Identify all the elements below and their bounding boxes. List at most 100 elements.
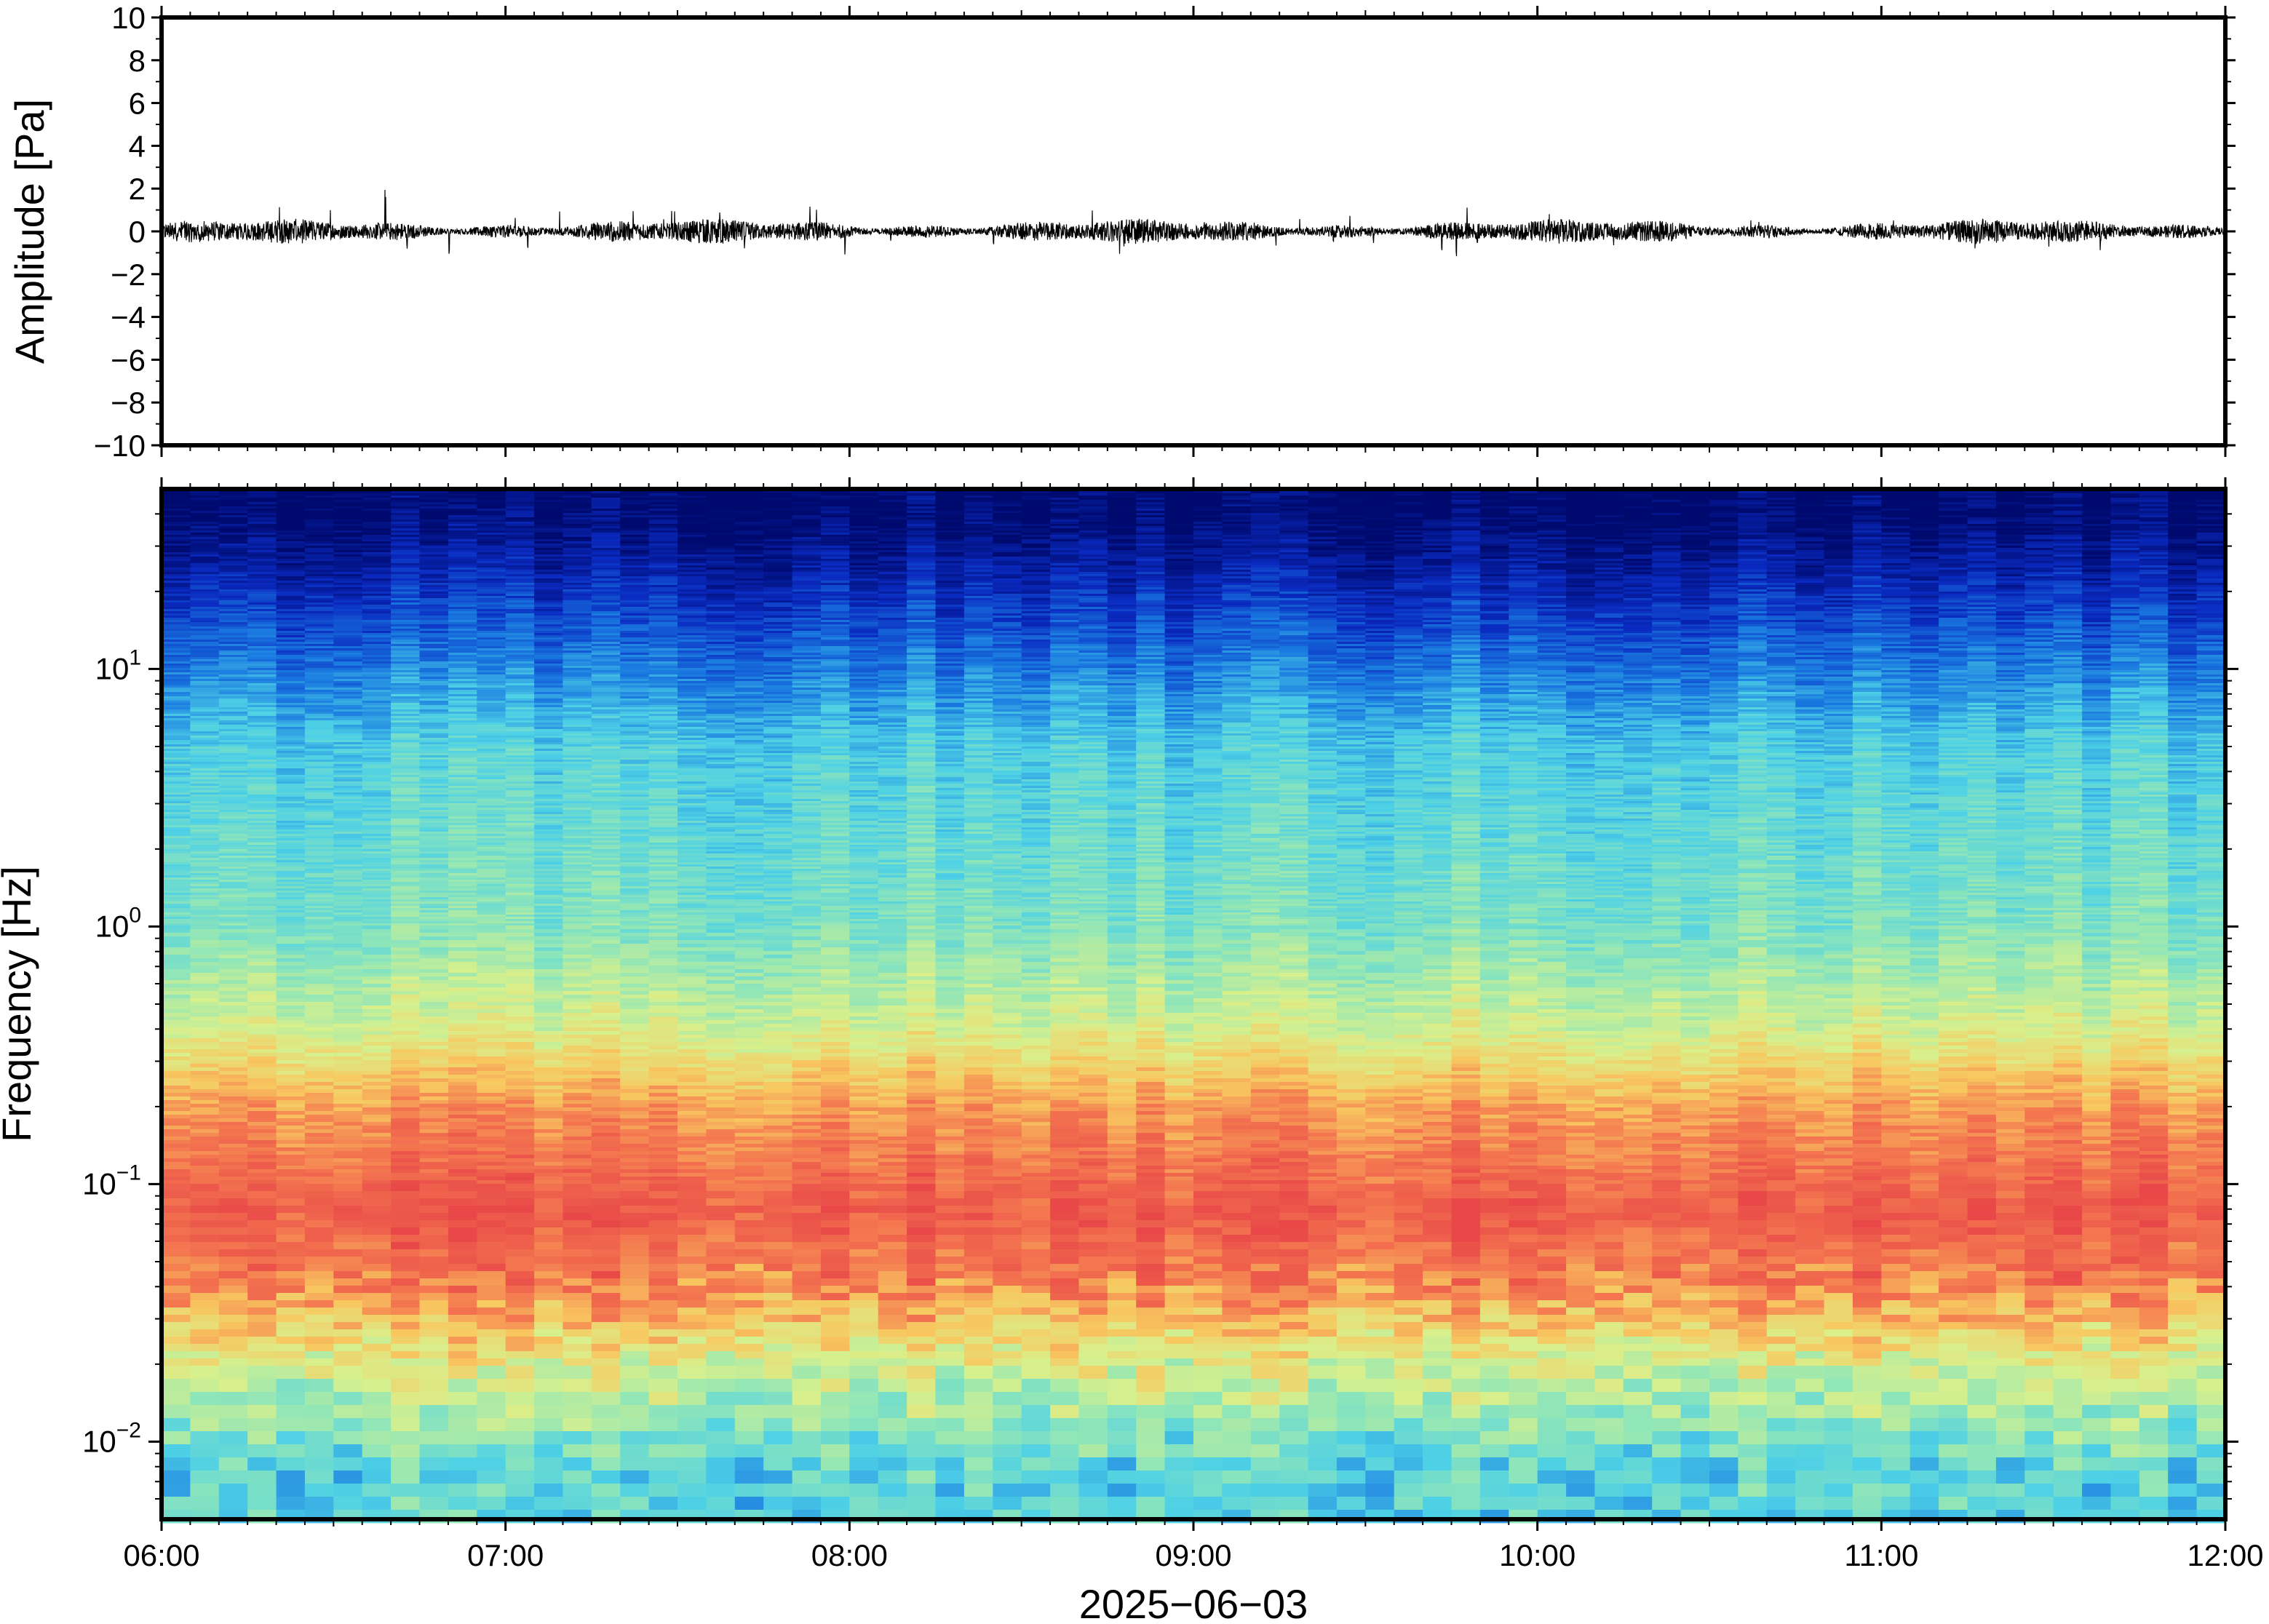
spectrogram-cell bbox=[1824, 616, 1853, 618]
spectrogram-cell bbox=[620, 524, 650, 527]
spectrogram-cell bbox=[1021, 618, 1051, 621]
spectrogram-cell bbox=[2053, 574, 2083, 577]
spectrogram-cell bbox=[247, 520, 277, 522]
spectrogram-cell bbox=[276, 620, 306, 623]
spectrogram-cell bbox=[1766, 533, 1796, 536]
spectrogram-cell bbox=[792, 602, 822, 605]
spectrogram-cell bbox=[2139, 517, 2169, 520]
spectrogram-cell bbox=[2196, 502, 2226, 505]
spectrogram-cell bbox=[591, 524, 621, 527]
spectrogram-cell bbox=[2024, 493, 2054, 496]
spectrogram-cell bbox=[1279, 533, 1309, 536]
spectrogram-cell bbox=[677, 517, 707, 520]
spectrogram-cell bbox=[1939, 495, 1968, 498]
spectrogram-cell bbox=[1107, 578, 1137, 581]
spectrogram-cell bbox=[1479, 624, 1509, 627]
spectrogram-cell bbox=[534, 552, 564, 555]
spectrogram-cell bbox=[2196, 533, 2226, 536]
spectrogram-cell bbox=[1279, 524, 1309, 527]
spectrogram-cell bbox=[218, 570, 248, 573]
spectrogram-cell bbox=[1509, 624, 1538, 627]
spectrogram-cell bbox=[792, 576, 822, 579]
spectrogram-cell bbox=[190, 524, 220, 527]
spectrogram-cell bbox=[1537, 513, 1567, 516]
spectrogram-cell bbox=[247, 576, 277, 579]
spectrogram-cell bbox=[1308, 609, 1338, 612]
spectrogram-cell bbox=[391, 524, 421, 527]
spectrogram-cell bbox=[505, 587, 535, 590]
spectrogram-cell bbox=[849, 592, 879, 594]
spectrogram-cell bbox=[1566, 546, 1596, 549]
spectrogram-cell bbox=[1423, 605, 1453, 608]
spectrogram-cell bbox=[448, 622, 477, 625]
spectrogram-cell bbox=[1193, 611, 1223, 614]
spectrogram-cell bbox=[1050, 557, 1080, 560]
spectrogram-cell bbox=[1709, 511, 1738, 514]
spectrogram-cell bbox=[1652, 626, 1682, 629]
spectrogram-cell bbox=[362, 596, 392, 599]
spectrogram-cell bbox=[1910, 537, 1939, 540]
spectrogram-cell bbox=[763, 585, 793, 588]
spectrogram-cell bbox=[1709, 589, 1738, 592]
spectrogram-cell bbox=[362, 537, 392, 540]
spectrogram-cell bbox=[276, 559, 306, 562]
spectrogram-cell bbox=[563, 546, 592, 549]
spectrogram-cell bbox=[878, 504, 907, 507]
spectrogram-cell bbox=[620, 506, 650, 509]
spectrogram-cell bbox=[1910, 581, 1939, 584]
spectrogram-cell bbox=[1308, 592, 1338, 594]
spectrogram-cell bbox=[677, 605, 707, 608]
spectrogram-cell bbox=[1766, 589, 1796, 592]
spectrogram-cell bbox=[1623, 600, 1653, 603]
spectrogram-cell bbox=[391, 504, 421, 507]
spectrogram-cell bbox=[1709, 572, 1738, 575]
spectrogram-cell bbox=[1594, 605, 1624, 608]
spectrogram-cell bbox=[505, 495, 535, 498]
spectrogram-cell bbox=[419, 509, 449, 512]
spectrogram-cell bbox=[304, 498, 334, 501]
spectrogram-cell bbox=[1336, 598, 1366, 601]
spectrogram-cell bbox=[1308, 557, 1338, 560]
spectrogram-cell bbox=[2196, 629, 2226, 632]
spectrogram-cell bbox=[477, 583, 506, 586]
spectrogram-cell bbox=[1939, 600, 1968, 603]
spectrogram-cell bbox=[820, 626, 850, 629]
spectrogram-cell bbox=[1738, 622, 1768, 625]
spectrogram-cell bbox=[1250, 554, 1280, 557]
spectrogram-cell bbox=[563, 616, 592, 618]
spectrogram-cell bbox=[1308, 541, 1338, 544]
spectrogram-cell bbox=[935, 539, 965, 542]
spectrogram-cell bbox=[1365, 517, 1395, 520]
spectrogram-cell bbox=[218, 616, 248, 618]
spectrogram-cell bbox=[1250, 572, 1280, 575]
spectrogram-cell bbox=[849, 607, 879, 610]
spectrogram-cell bbox=[1365, 607, 1395, 610]
spectrogram-cell bbox=[333, 613, 363, 616]
spectrogram-cell bbox=[1623, 565, 1653, 568]
spectrogram-cell bbox=[477, 522, 506, 525]
spectrogram-cell bbox=[2053, 513, 2083, 516]
spectrogram-cell bbox=[763, 528, 793, 531]
spectrogram-cell bbox=[1738, 611, 1768, 614]
spectrogram-cell bbox=[2082, 504, 2112, 507]
spectrogram-cell bbox=[1394, 550, 1423, 553]
spectrogram-cell bbox=[1193, 629, 1223, 632]
spectrogram-cell bbox=[419, 550, 449, 553]
spectrogram-cell bbox=[2168, 493, 2198, 496]
spectrogram-cell bbox=[1680, 622, 1710, 625]
spectrogram-cell bbox=[849, 520, 879, 522]
spectrogram-cell bbox=[534, 504, 564, 507]
spectrogram-cell bbox=[391, 528, 421, 531]
spectrogram-cell bbox=[1308, 539, 1338, 542]
spectrogram-cell bbox=[1824, 602, 1853, 605]
spectrogram-cell bbox=[1652, 576, 1682, 579]
spectrogram-cell bbox=[2082, 552, 2112, 555]
spectrogram-cell bbox=[162, 517, 191, 520]
spectrogram-cell bbox=[1939, 592, 1968, 594]
spectrogram-cell bbox=[1939, 509, 1968, 512]
spectrogram-cell bbox=[1365, 592, 1395, 594]
spectrogram-cell bbox=[2053, 631, 2083, 634]
spectrogram-cell bbox=[763, 522, 793, 525]
spectrogram-cell bbox=[591, 626, 621, 629]
spectrogram-cell bbox=[2053, 607, 2083, 610]
